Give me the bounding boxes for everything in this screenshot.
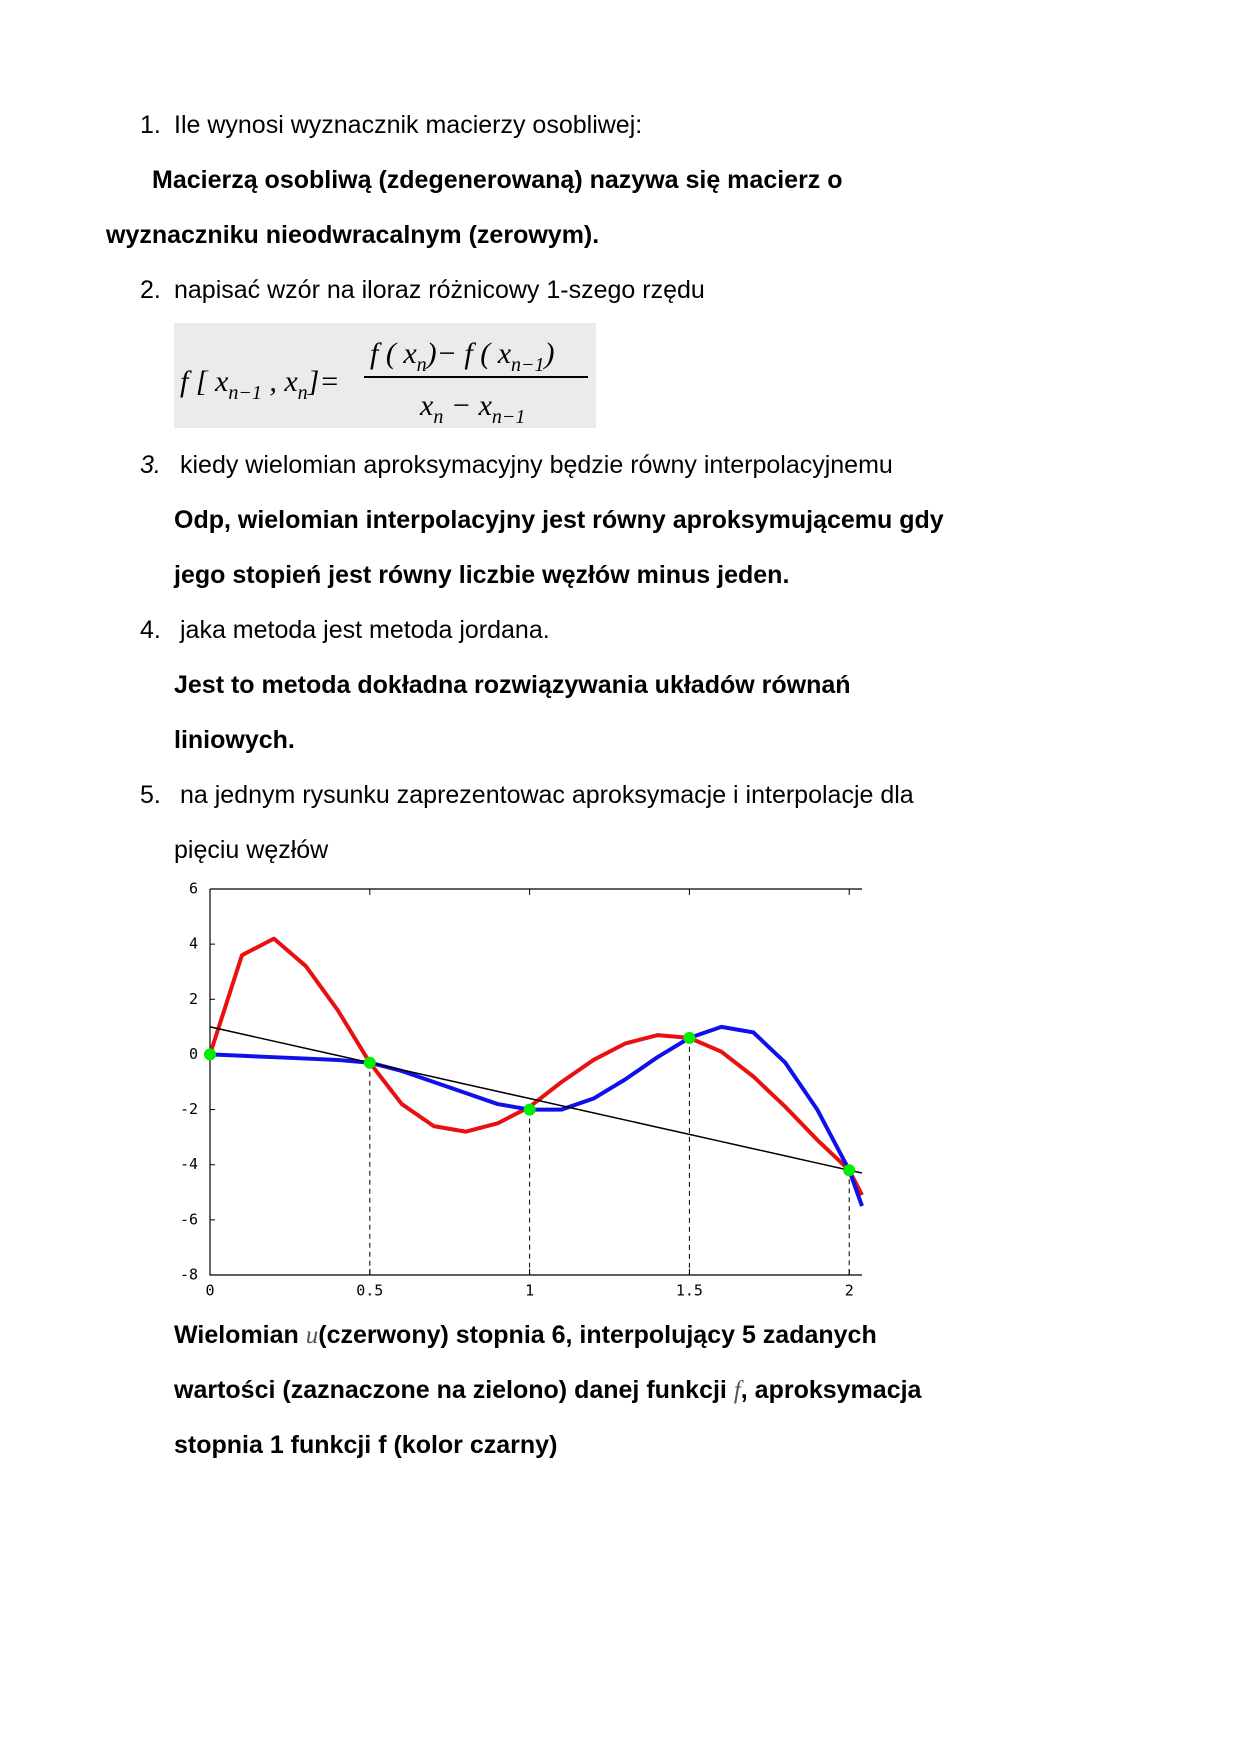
series-line [209,1024,864,1207]
caption-text: Wielomian [174,1321,306,1349]
formula-text: , x [262,365,299,398]
formula-text: − x [443,389,492,422]
answer: liniowych. [174,726,295,754]
formula-subscript: n−1 [511,354,545,376]
y-tick-label: 2 [189,990,198,1008]
answer: jego stopień jest równy liczbie węzłów m… [174,561,790,589]
y-tick-label: -2 [180,1100,198,1118]
formula-denominator: xn − xn−1 [419,389,525,428]
x-tick-label: 0.5 [356,1282,383,1300]
question: pięciu węzłów [174,836,329,864]
x-tick-label: 1.5 [676,1282,703,1300]
y-tick-label: 4 [189,935,198,953]
axes-frame [209,888,862,1276]
formula-text: )− f ( x [425,337,512,370]
x-tick-label: 1 [525,1282,534,1300]
y-tick-label: -8 [180,1266,198,1284]
caption-text: wartości (zaznaczone na zielono) danej f… [174,1376,734,1404]
answer: Odp, wielomian interpolacyjny jest równy… [174,506,944,534]
formula-subscript: n [298,382,308,404]
chart: -8 -6 -4 -2 0 2 4 6 0 0.5 1 1.5 2 [180,880,864,1300]
y-tick-label: -6 [180,1210,198,1228]
caption-line: wartości (zaznaczone na zielono) danej f… [174,1375,921,1406]
y-tick-label: -4 [180,1155,198,1173]
answer: wyznaczniku nieodwracalnym (zerowym). [106,221,600,249]
caption-line: Wielomian u(czerwony) stopnia 6, interpo… [174,1320,877,1351]
formula-subscript: n−1 [492,406,526,428]
y-tick-label: 0 [189,1045,198,1063]
node-point [523,1103,536,1116]
formula-numerator: f ( xn)− f ( xn−1) [370,337,555,376]
formula-subscript: n−1 [228,382,262,404]
caption-line: stopnia 1 funkcji f (kolor czarny) [174,1430,557,1460]
formula-text: ]= [307,365,340,398]
caption-symbol: f [733,1377,741,1404]
x-tick-label: 2 [845,1282,854,1300]
formula-lhs: f [ xn−1 , xn]= [180,365,340,404]
item-number: 2. [140,276,161,304]
series-line [209,1026,863,1174]
caption-text: , aproksymacja [740,1376,922,1404]
node-point [843,1164,856,1177]
formula-text: ) [543,337,555,370]
answer: Macierzą osobliwą (zdegenerowaną) nazywa… [152,166,843,194]
node-point [204,1048,216,1061]
series-line [208,936,864,1196]
question: napisać wzór na iloraz różnicowy 1-szego… [174,276,705,304]
item-number: 4. [140,616,161,644]
caption-text: stopnia 1 funkcji f (kolor czarny) [174,1431,558,1459]
caption-symbol: u [305,1322,319,1349]
y-tick-label: 6 [189,880,198,898]
item-number: 5. [140,781,161,809]
formula-text: f ( x [370,337,417,370]
formula-svg: f [ xn−1 , xn]= f ( xn)− f ( xn−1) xn − … [180,337,588,428]
item-number: 1. [140,111,161,139]
formula: f [ xn−1 , xn]= f ( xn)− f ( xn−1) xn − … [174,323,596,428]
node-point [683,1031,696,1044]
formula-subscript: n [433,406,443,428]
answer: Jest to metoda dokładna rozwiązywania uk… [174,671,851,699]
question: na jednym rysunku zaprezentowac aproksym… [180,781,914,809]
node-point [363,1056,376,1069]
x-tick-label: 0 [205,1282,214,1300]
formula-text: x [419,389,434,422]
question: Ile wynosi wyznacznik macierzy osobliwej… [174,111,643,139]
formula-subscript: n [417,354,427,376]
question: kiedy wielomian aproksymacyjny będzie ró… [180,451,893,479]
item-number: 3. [140,451,161,479]
formula-text: f [ x [180,365,229,398]
caption-text: (czerwony) stopnia 6, interpolujący 5 za… [318,1321,877,1349]
question: jaka metoda jest metoda jordana. [180,616,550,644]
